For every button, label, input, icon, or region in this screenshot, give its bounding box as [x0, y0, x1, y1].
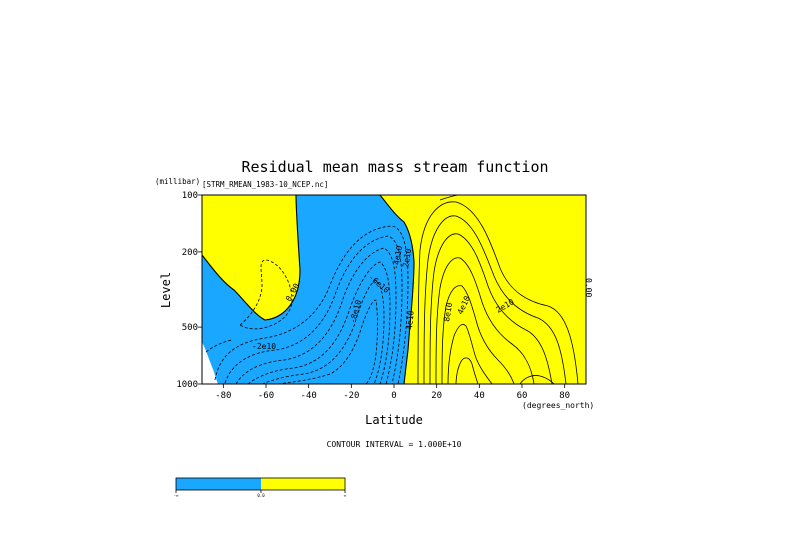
x-tick-label: 80 — [559, 391, 570, 401]
contour-interval-label: CONTOUR INTERVAL = 1.000E+10 — [327, 440, 462, 449]
contour-label-pos8: 8e10 — [442, 302, 454, 323]
colorbar-frame — [175, 477, 346, 491]
x-tick-label: 0 — [391, 391, 396, 401]
negative-region-left-tip — [202, 342, 218, 384]
negative-region — [202, 195, 414, 384]
x-tick-label: -40 — [301, 391, 317, 401]
colorbar-label-low: -∞ — [174, 493, 179, 498]
y-units-label: (millibar) — [155, 177, 200, 186]
x-tick-label: 20 — [431, 391, 442, 401]
contour-label-pos2-left: 2e10 — [401, 248, 413, 269]
y-axis: 100 200 500 1000 — [176, 191, 202, 390]
zero-contour — [201, 194, 415, 385]
contour-label-neg4: -4e10 — [391, 245, 404, 270]
chart-subtitle: [STRM_RMEAN_1983-10_NCEP.nc] — [202, 180, 328, 189]
y-tick-label: 1000 — [176, 380, 198, 390]
x-axis-units: (degrees_north) — [522, 401, 594, 410]
x-tick-label: -80 — [215, 391, 231, 401]
colorbar-label-mid: 0.0 — [257, 493, 265, 498]
x-tick-label: -60 — [258, 391, 274, 401]
colorbar-positive — [261, 478, 345, 490]
chart-title: Residual mean mass stream function — [241, 158, 548, 176]
contour-label-pos4-left: 4e10 — [405, 310, 416, 330]
colorbar-negative — [176, 478, 261, 490]
x-tick-label: 60 — [517, 391, 528, 401]
x-axis-label: Latitude — [365, 413, 423, 427]
y-tick-label: 500 — [182, 323, 198, 333]
y-axis-label: Level — [159, 272, 173, 308]
x-tick-label: 40 — [474, 391, 485, 401]
contour-label-neg2: -2e10 — [252, 342, 276, 351]
colorbar-label-high: ∞ — [344, 493, 347, 498]
x-axis: -80 -60 -40 -20 0 20 40 60 80 — [215, 384, 570, 401]
y-tick-label: 100 — [182, 191, 198, 201]
colorbar: -∞ 0.0 ∞ — [174, 477, 347, 498]
negative-contours — [205, 225, 409, 385]
y-tick-label: 200 — [182, 248, 198, 258]
x-tick-label: -20 — [343, 391, 359, 401]
contour-label-zero-right: 0.00 — [584, 278, 593, 297]
positive-contours — [417, 194, 579, 385]
